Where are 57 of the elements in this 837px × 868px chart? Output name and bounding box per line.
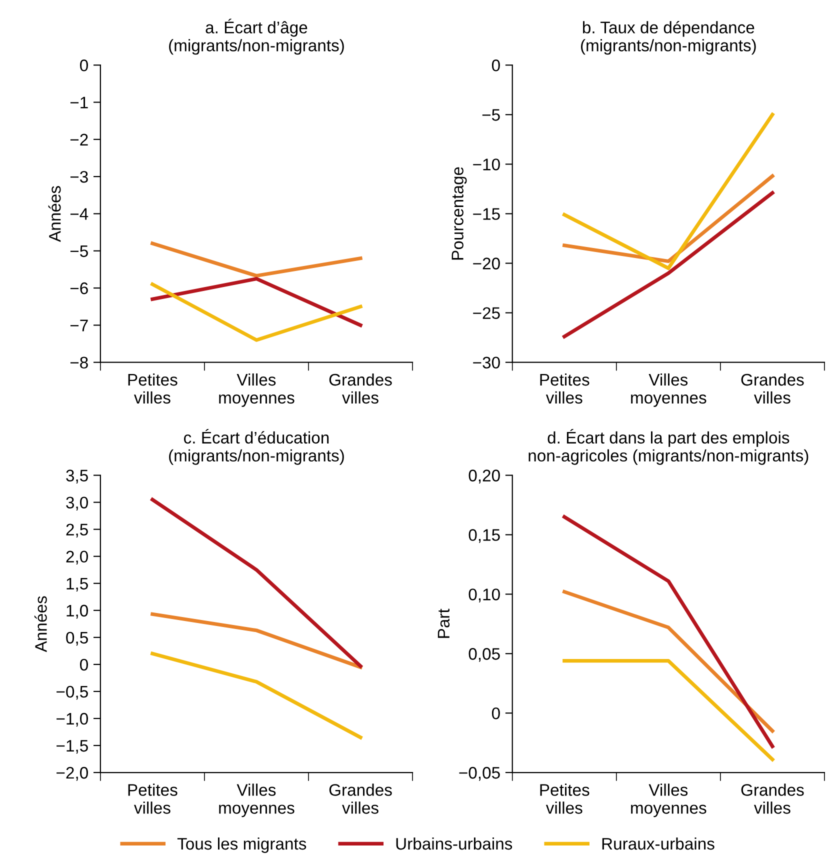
x-tick-label: Petites villes (128, 784, 178, 814)
y-tick-label: 0 (492, 707, 500, 720)
y-tick-label: −1,5 (56, 740, 88, 754)
y-tick-label: −2 (70, 134, 88, 146)
y-axis-title: Années (48, 186, 61, 242)
x-tick-label: Grandes villes (329, 784, 392, 814)
y-tick-label: 0 (80, 658, 88, 671)
x-tick-label: Grandes villes (741, 373, 804, 404)
y-tick-label: −2,0 (56, 766, 88, 781)
y-tick-label: −7 (70, 320, 88, 332)
y-tick-label: −5 (482, 109, 500, 121)
y-tick-label: −20 (473, 258, 500, 270)
x-tick-label: Villes moyennes (631, 373, 706, 407)
y-tick-label: 0,05 (468, 648, 500, 662)
chart-title: c. Écart d’éducation (migrants/non-migrants) (169, 428, 344, 465)
y-tick-label: 1,5 (66, 578, 88, 592)
y-tick-label: 3,5 (66, 470, 88, 484)
y-axis-title: Années (34, 596, 47, 652)
y-tick-label: 2,0 (66, 550, 88, 565)
y-tick-label: −0,5 (56, 686, 88, 700)
x-tick-label: Grandes villes (741, 784, 804, 814)
y-tick-label: −15 (473, 208, 500, 220)
chart-title: d. Écart dans la part des emplois non-agricoles (migrants/non-migrants) (528, 428, 808, 465)
y-tick-label: −1,0 (56, 712, 88, 727)
y-tick-label: −8 (70, 356, 88, 369)
y-tick-label: −5 (70, 245, 88, 258)
y-axis-title: Part (438, 608, 450, 638)
x-tick-label: Villes moyennes (219, 373, 294, 407)
y-tick-label: 3,0 (66, 496, 88, 510)
y-tick-label: −1 (70, 96, 88, 108)
y-tick-label: −10 (473, 158, 500, 170)
y-tick-label: −25 (473, 307, 500, 319)
y-tick-label: −30 (473, 356, 500, 369)
x-tick-label: Petites villes (540, 784, 590, 814)
x-tick-label: Petites villes (128, 373, 178, 404)
y-tick-label: 2,5 (66, 524, 88, 538)
y-tick-label: 0,10 (468, 588, 500, 602)
x-tick-label: Villes moyennes (631, 784, 706, 818)
y-tick-label: −4 (70, 208, 88, 220)
y-tick-label: −3 (70, 170, 88, 183)
legend-label: Ruraux-urbains (602, 837, 714, 850)
x-tick-label: Petites villes (540, 373, 590, 404)
y-tick-label: 0 (80, 60, 88, 72)
y-tick-label: 0,5 (66, 632, 88, 646)
x-tick-label: Grandes villes (329, 373, 392, 404)
chart-title: b. Taux de dépendance (migrants/non-migrants) (581, 20, 756, 55)
y-axis-title: Pourcentage (452, 167, 467, 260)
y-tick-label: −0,05 (459, 766, 500, 781)
legend-label: Urbains-urbains (396, 837, 512, 850)
y-tick-label: 0 (492, 60, 500, 72)
legend-label: Tous les migrants (177, 837, 306, 853)
y-tick-label: 1,0 (66, 604, 88, 619)
chart-title: a. Écart d’âge (migrants/non-migrants) (169, 18, 344, 55)
y-tick-label: 0,15 (468, 529, 500, 543)
y-tick-label: −6 (70, 282, 88, 294)
x-tick-label: Villes moyennes (219, 784, 294, 818)
y-tick-label: 0,20 (468, 470, 500, 484)
